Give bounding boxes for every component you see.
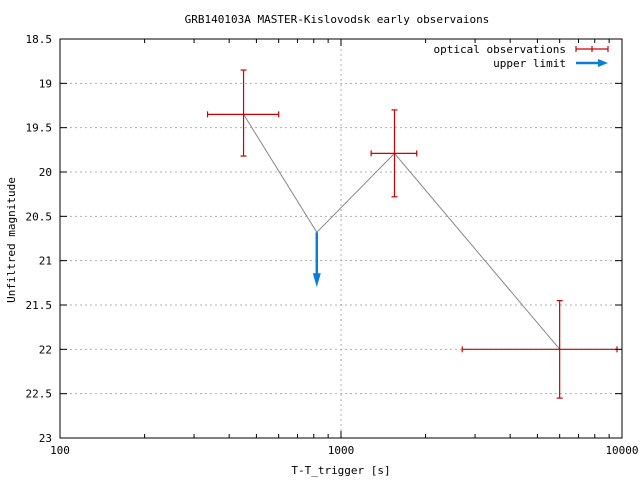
legend-label: optical observations bbox=[434, 43, 566, 56]
legend-symbol-errorbar bbox=[575, 46, 609, 52]
data-series bbox=[206, 69, 618, 399]
y-tick-label: 22 bbox=[39, 343, 52, 356]
connecting-line bbox=[243, 114, 561, 350]
data-point-optical bbox=[370, 109, 418, 198]
x-axis-label: T-T_trigger [s] bbox=[291, 464, 390, 477]
x-tick-label: 1000 bbox=[328, 444, 355, 457]
chart-title: GRB140103A MASTER-Kislovodsk early obser… bbox=[185, 13, 490, 26]
data-point-optical bbox=[206, 69, 280, 157]
x-tick-label: 10000 bbox=[605, 444, 638, 457]
y-tick-label: 21 bbox=[39, 255, 52, 268]
y-tick-label: 22.5 bbox=[26, 388, 53, 401]
y-tick-label: 19.5 bbox=[26, 122, 53, 135]
y-tick-label: 19 bbox=[39, 77, 52, 90]
x-tick-label: 100 bbox=[50, 444, 70, 457]
legend-arrow-head bbox=[598, 59, 608, 67]
legend-label: upper limit bbox=[493, 57, 566, 70]
y-tick-label: 21.5 bbox=[26, 299, 53, 312]
y-tick-label: 23 bbox=[39, 432, 52, 445]
legend-symbol-arrow bbox=[576, 59, 608, 67]
arrow-head bbox=[312, 273, 321, 288]
y-tick-label: 20.5 bbox=[26, 210, 53, 223]
y-tick-label: 18.5 bbox=[26, 33, 53, 46]
data-point-optical bbox=[461, 299, 618, 399]
data-point-upper-limit bbox=[312, 232, 321, 288]
y-tick-label: 20 bbox=[39, 166, 52, 179]
y-axis-label: Unfiltred magnitude bbox=[5, 177, 18, 303]
grid bbox=[60, 39, 622, 438]
connecting-polyline bbox=[243, 114, 561, 350]
plot-frame bbox=[59, 38, 623, 439]
